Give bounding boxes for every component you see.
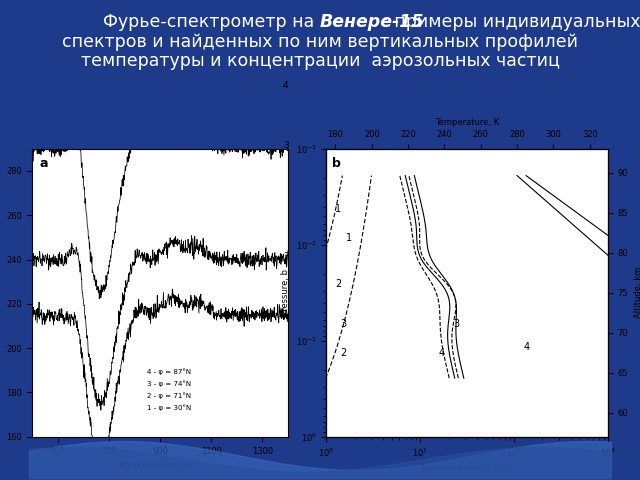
Text: 3 - φ = 74°N: 3 - φ = 74°N	[147, 380, 191, 387]
Text: температуры и концентрации  аэрозольных частиц: температуры и концентрации аэрозольных ч…	[81, 52, 559, 70]
Text: 1 - φ = 30°N: 1 - φ = 30°N	[147, 405, 191, 411]
Text: b: b	[332, 157, 341, 170]
X-axis label: Temperature, K: Temperature, K	[435, 118, 499, 127]
Y-axis label: Pressure, b: Pressure, b	[281, 269, 290, 316]
X-axis label: Wavenumber, cm⁻¹: Wavenumber, cm⁻¹	[119, 461, 201, 470]
X-axis label: Number density, cm⁻³: Number density, cm⁻³	[420, 465, 514, 473]
Text: Венере-15: Венере-15	[320, 12, 424, 31]
Text: 3: 3	[340, 319, 347, 329]
Text: спектров и найденных по ним вертикальных профилей: спектров и найденных по ним вертикальных…	[62, 33, 578, 51]
Text: 4: 4	[283, 82, 289, 90]
Text: Фурье-спектрометр на: Фурье-спектрометр на	[103, 12, 320, 31]
Text: 1: 1	[346, 233, 352, 243]
Text: 4 - φ = 87°N: 4 - φ = 87°N	[147, 368, 191, 375]
Text: 4: 4	[439, 348, 445, 358]
Text: 1: 1	[335, 204, 341, 214]
Y-axis label: Altitude, km: Altitude, km	[634, 267, 640, 318]
Text: 4: 4	[524, 342, 530, 352]
Text: : примеры индивидуальных: : примеры индивидуальных	[383, 12, 640, 31]
Text: 2: 2	[340, 348, 347, 358]
Text: 1: 1	[283, 311, 289, 319]
Text: 2 - φ = 71°N: 2 - φ = 71°N	[147, 392, 191, 399]
Text: a: a	[40, 157, 48, 170]
Text: 2: 2	[283, 252, 289, 261]
Text: 3: 3	[453, 319, 460, 329]
Text: 3: 3	[283, 141, 289, 150]
Text: 2: 2	[335, 279, 341, 289]
Y-axis label: Brightness temperature, K: Brightness temperature, K	[0, 242, 1, 344]
